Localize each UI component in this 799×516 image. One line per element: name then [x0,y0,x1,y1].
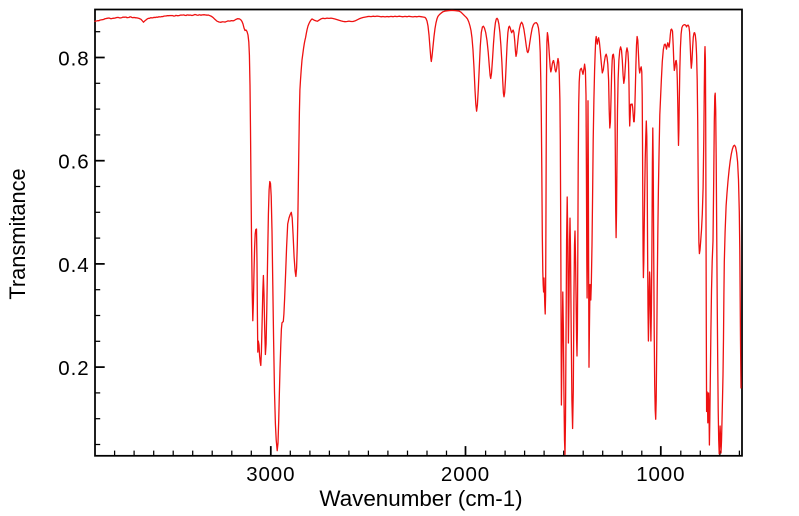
svg-text:3000: 3000 [246,463,295,486]
svg-text:0.6: 0.6 [58,151,89,174]
svg-text:0.4: 0.4 [58,254,89,277]
svg-text:Wavenumber (cm-1): Wavenumber (cm-1) [319,486,522,511]
svg-text:1000: 1000 [636,463,685,486]
svg-text:Transmitance: Transmitance [5,168,30,299]
svg-text:0.8: 0.8 [58,48,89,71]
svg-text:0.2: 0.2 [58,357,89,380]
svg-text:2000: 2000 [441,463,490,486]
